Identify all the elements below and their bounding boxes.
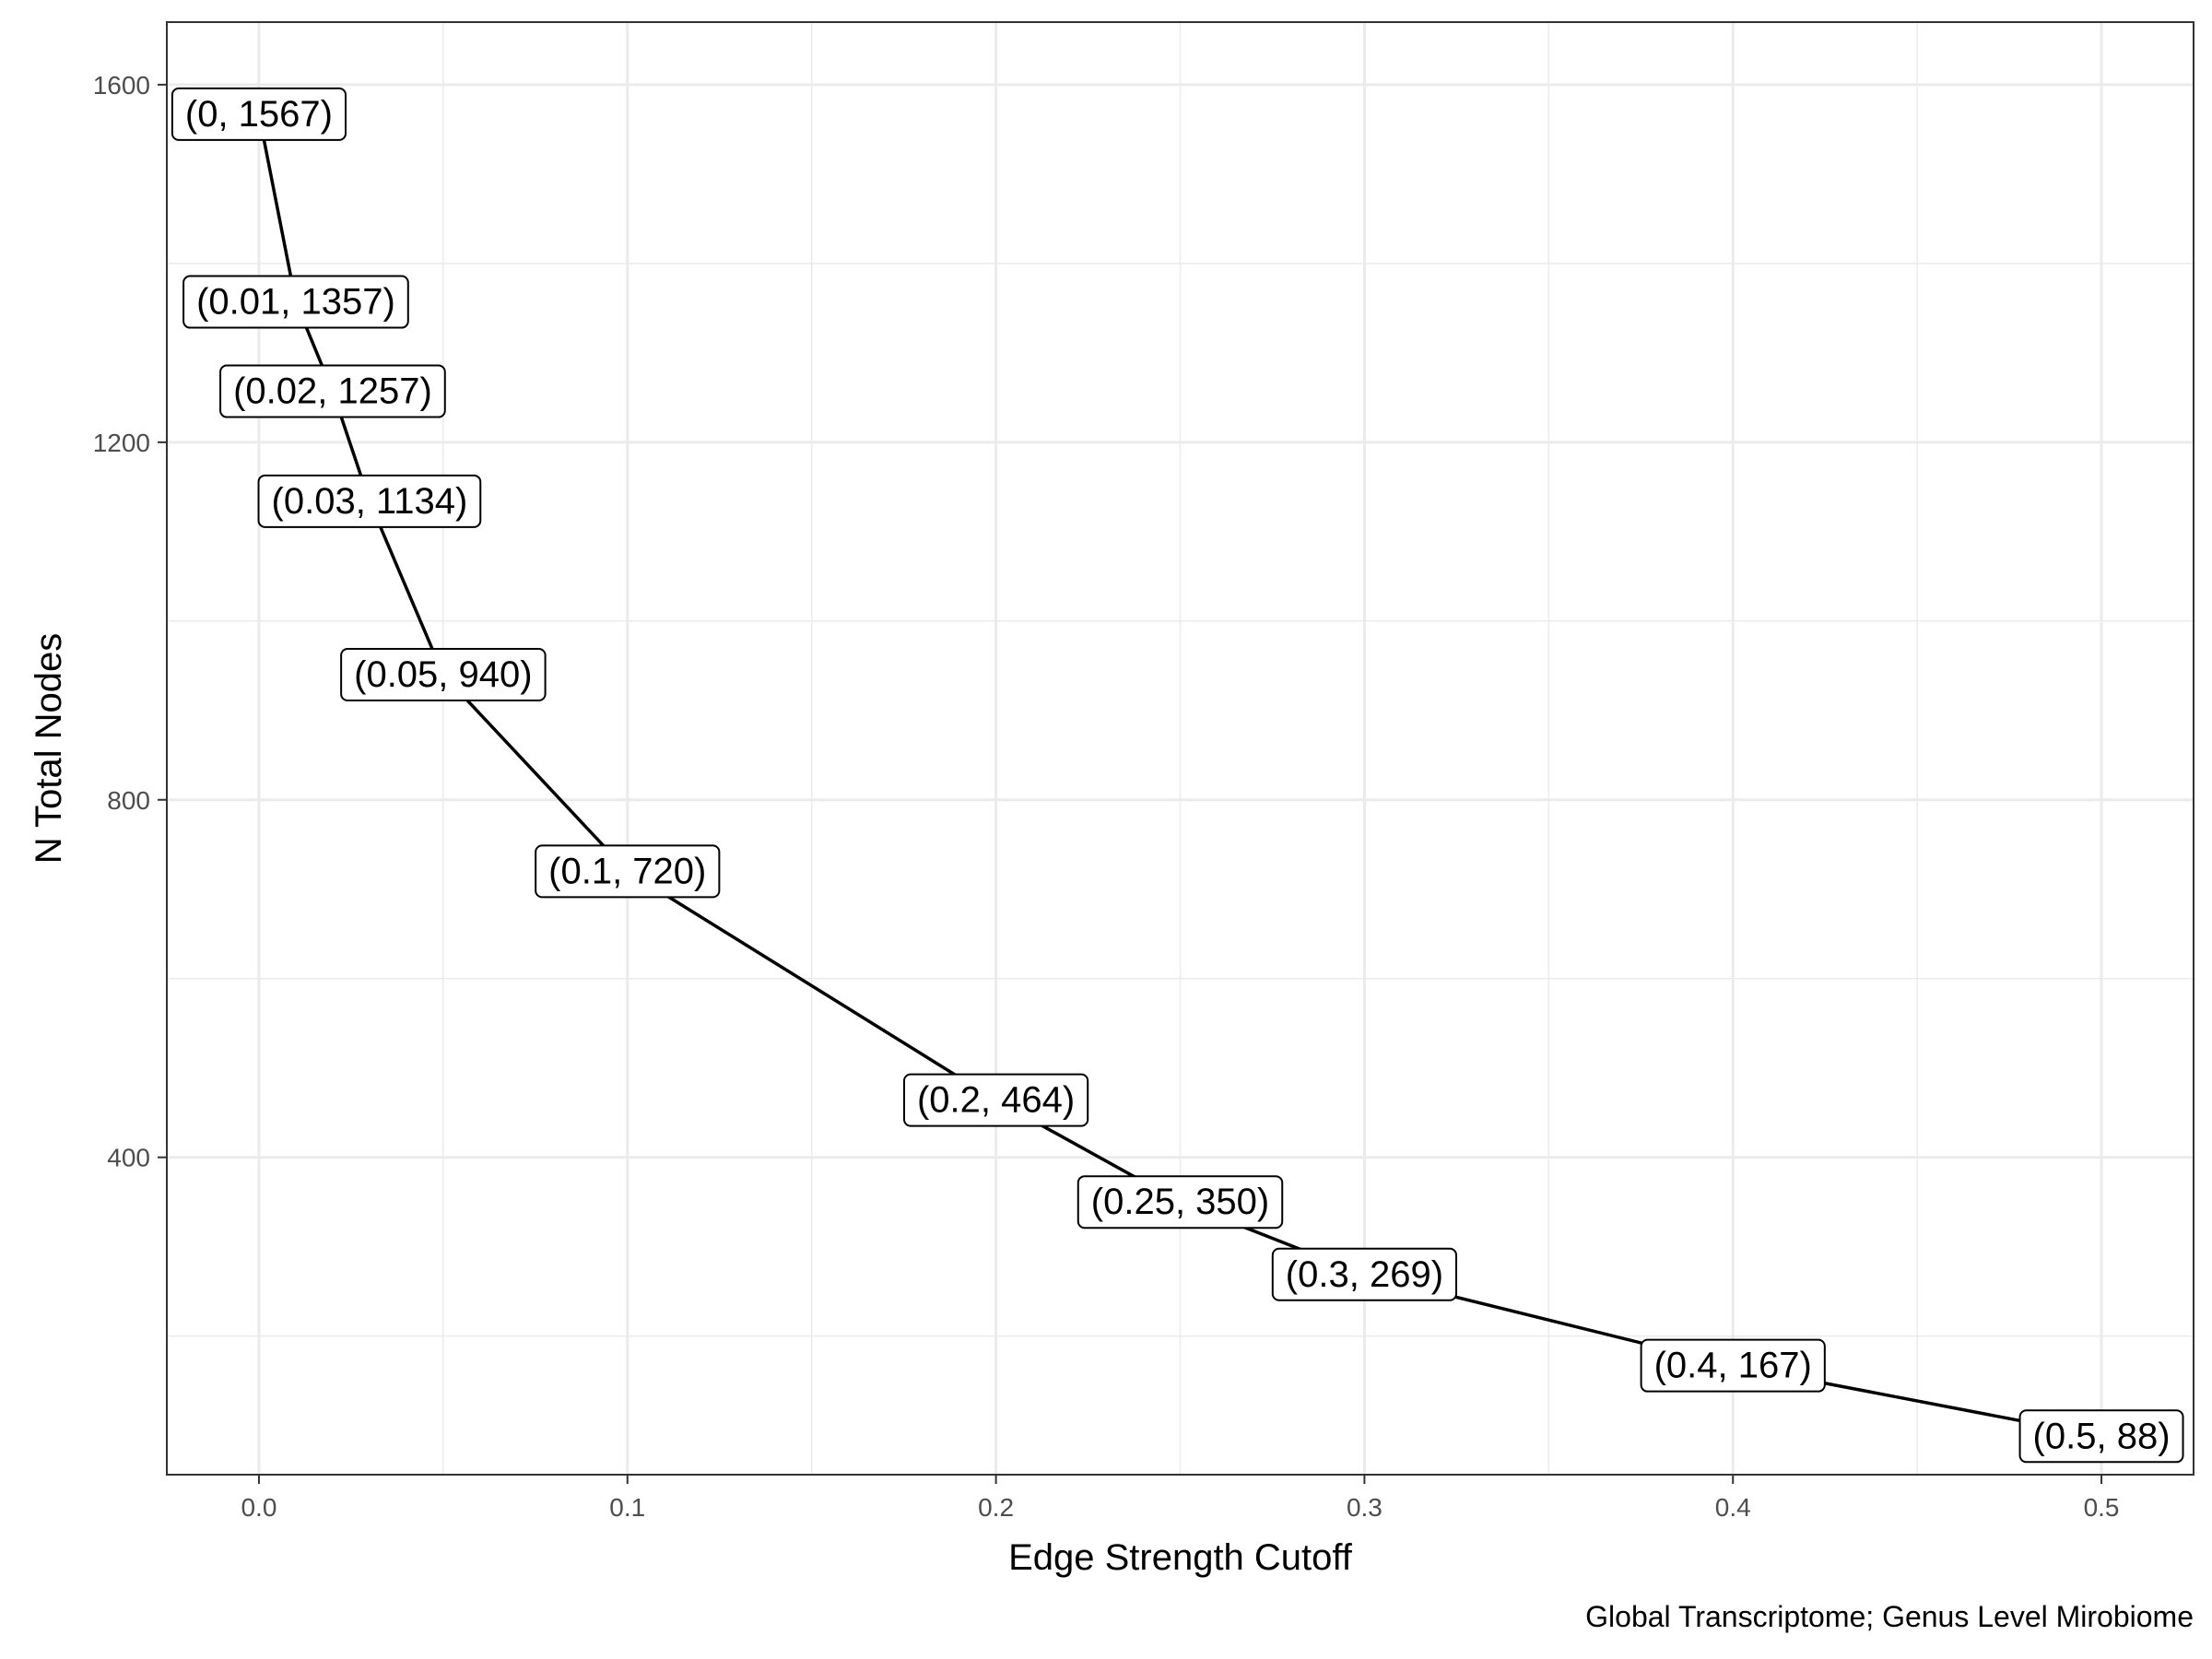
y-axis-title: N Total Nodes [29,633,69,865]
point-label-text: (0.25, 350) [1091,1182,1269,1222]
point-label: (0, 1567) [171,87,347,141]
x-axis-title: Edge Strength Cutoff [1008,1537,1353,1578]
point-label-box [171,87,347,141]
x-axis-ticks: 0.0 0.1 0.2 0.3 0.4 0.5 [241,1475,2120,1522]
y-tick-label: 400 [107,1144,150,1172]
point-label: (0.05, 940) [340,647,547,701]
point-label-box [1271,1247,1458,1301]
point-label: (0.2, 464) [902,1073,1089,1127]
x-tick-label: 0.1 [609,1493,645,1522]
point-label: (0.4, 167) [1640,1338,1826,1393]
point-label-text: (0.03, 1134) [272,481,468,522]
x-tick-label: 0.5 [2084,1493,2120,1522]
y-tick-label: 800 [107,786,150,815]
point-label-box [902,1073,1089,1127]
point-label: (0.25, 350) [1077,1175,1284,1230]
x-tick-label: 0.0 [241,1493,276,1522]
x-tick-label: 0.4 [1715,1493,1751,1522]
point-label-text: (0.3, 269) [1286,1254,1443,1295]
point-label-text: (0.01, 1357) [196,282,395,323]
point-label: (0.02, 1257) [219,364,446,418]
point-label-box [257,474,482,528]
point-label-text: (0.1, 720) [548,851,706,891]
point-label: (0.5, 88) [2018,1409,2184,1464]
point-label-text: (0.02, 1257) [233,371,432,412]
point-label-text: (0.2, 464) [917,1080,1075,1121]
point-label-box [182,275,409,329]
x-tick-label: 0.3 [1347,1493,1382,1522]
point-label-box [219,364,446,418]
point-label-box [340,647,547,701]
chart-caption: Global Transcriptome; Genus Level Mirobi… [1585,1600,2194,1633]
x-tick-label: 0.2 [978,1493,1014,1522]
y-tick-label: 1600 [93,71,150,100]
major-gridlines [167,22,2194,1475]
point-label-box [1077,1175,1284,1230]
minor-gridlines [167,22,2194,1475]
point-label-box [2018,1409,2184,1464]
point-label: (0.01, 1357) [182,275,409,329]
point-label-text: (0.4, 167) [1654,1346,1812,1386]
point-labels: (0, 1567) (0.01, 1357) (0.02, 1257) (0.03, … [171,87,2184,1464]
y-axis-ticks: 400 800 1200 1600 [93,71,167,1172]
point-label-box [535,844,721,899]
point-label-text: (0.05, 940) [354,654,532,695]
point-label: (0.1, 720) [535,844,721,899]
point-label: (0.03, 1134) [257,474,482,528]
point-label-box [1640,1338,1826,1393]
point-label-text: (0, 1567) [185,94,333,135]
point-label: (0.3, 269) [1271,1247,1458,1301]
y-tick-label: 1200 [93,429,150,457]
point-label-text: (0.5, 88) [2033,1416,2171,1456]
panel-border [166,21,2194,1476]
